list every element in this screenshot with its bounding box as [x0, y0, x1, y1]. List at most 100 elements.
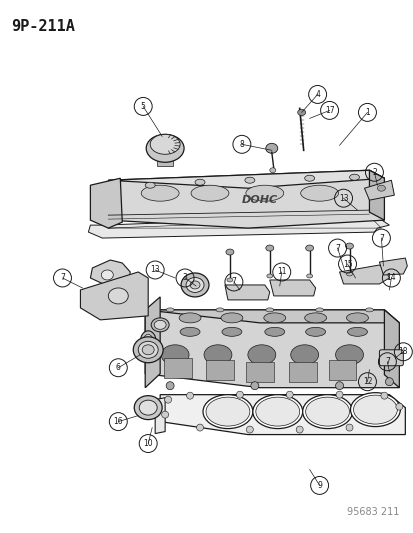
Ellipse shape — [141, 185, 179, 201]
Ellipse shape — [265, 308, 273, 312]
Text: 11: 11 — [276, 268, 286, 277]
Ellipse shape — [139, 400, 157, 415]
Ellipse shape — [195, 179, 204, 185]
Circle shape — [166, 382, 174, 390]
Text: 18: 18 — [398, 348, 407, 356]
Ellipse shape — [225, 249, 233, 255]
Ellipse shape — [306, 274, 312, 278]
Ellipse shape — [264, 327, 284, 336]
Text: 1: 1 — [364, 108, 369, 117]
Ellipse shape — [315, 308, 323, 312]
Ellipse shape — [305, 245, 313, 251]
Polygon shape — [90, 178, 122, 228]
Ellipse shape — [365, 308, 373, 312]
Ellipse shape — [179, 313, 201, 323]
Ellipse shape — [142, 345, 154, 355]
Ellipse shape — [263, 313, 285, 323]
Text: 10: 10 — [143, 439, 153, 448]
Circle shape — [385, 378, 392, 386]
Text: 13: 13 — [150, 265, 159, 274]
Ellipse shape — [349, 174, 358, 180]
Ellipse shape — [252, 394, 302, 429]
Text: 14: 14 — [386, 273, 395, 282]
Ellipse shape — [353, 395, 396, 424]
Polygon shape — [145, 310, 399, 387]
Text: DOHC: DOHC — [241, 195, 277, 205]
Circle shape — [335, 382, 343, 390]
Text: 6: 6 — [116, 363, 121, 372]
Text: 7: 7 — [60, 273, 65, 282]
Polygon shape — [206, 360, 233, 379]
Ellipse shape — [244, 177, 254, 183]
Polygon shape — [108, 170, 384, 228]
Text: 9P-211A: 9P-211A — [11, 19, 74, 34]
Ellipse shape — [300, 185, 338, 201]
Polygon shape — [157, 156, 173, 166]
Polygon shape — [269, 280, 315, 296]
Ellipse shape — [346, 313, 368, 323]
Polygon shape — [368, 170, 384, 220]
Ellipse shape — [138, 341, 158, 358]
Ellipse shape — [180, 273, 209, 297]
Ellipse shape — [265, 143, 277, 154]
Ellipse shape — [145, 182, 155, 188]
Ellipse shape — [190, 185, 228, 201]
Polygon shape — [108, 170, 384, 188]
Ellipse shape — [221, 313, 242, 323]
Ellipse shape — [305, 397, 349, 426]
Ellipse shape — [154, 320, 166, 329]
Ellipse shape — [202, 394, 252, 429]
Text: 95683 211: 95683 211 — [346, 507, 399, 518]
Ellipse shape — [255, 397, 299, 426]
Ellipse shape — [297, 109, 305, 116]
Polygon shape — [224, 285, 269, 300]
Polygon shape — [145, 310, 399, 323]
Polygon shape — [363, 180, 394, 200]
Ellipse shape — [245, 185, 283, 201]
Circle shape — [250, 382, 258, 390]
Text: 7: 7 — [378, 233, 383, 243]
Ellipse shape — [221, 327, 241, 336]
Ellipse shape — [133, 337, 163, 363]
Text: 9: 9 — [316, 481, 321, 490]
Polygon shape — [245, 362, 273, 382]
Ellipse shape — [108, 288, 128, 304]
Text: 2: 2 — [371, 168, 376, 177]
Circle shape — [161, 411, 168, 418]
Ellipse shape — [180, 327, 199, 336]
Circle shape — [186, 392, 193, 399]
Ellipse shape — [143, 334, 153, 349]
Circle shape — [246, 426, 253, 433]
Text: 7: 7 — [334, 244, 339, 253]
Text: 8: 8 — [239, 140, 244, 149]
Polygon shape — [160, 394, 404, 434]
Polygon shape — [164, 358, 192, 378]
Circle shape — [295, 426, 302, 433]
Text: 7: 7 — [231, 278, 236, 286]
Text: 12: 12 — [362, 377, 371, 386]
Ellipse shape — [302, 394, 351, 429]
Polygon shape — [288, 362, 316, 382]
Polygon shape — [155, 398, 165, 433]
Circle shape — [335, 391, 342, 398]
Ellipse shape — [305, 327, 325, 336]
Circle shape — [395, 403, 402, 410]
Ellipse shape — [206, 397, 249, 426]
Text: 3: 3 — [182, 273, 187, 282]
Ellipse shape — [151, 318, 169, 332]
Ellipse shape — [247, 345, 275, 365]
Ellipse shape — [166, 308, 174, 312]
Ellipse shape — [226, 278, 233, 282]
Ellipse shape — [216, 308, 223, 312]
Ellipse shape — [269, 168, 275, 173]
Text: 16: 16 — [113, 417, 123, 426]
Ellipse shape — [290, 345, 318, 365]
Ellipse shape — [345, 243, 353, 249]
Ellipse shape — [350, 393, 399, 426]
Polygon shape — [80, 272, 148, 320]
Circle shape — [345, 424, 352, 431]
Polygon shape — [378, 258, 406, 275]
Polygon shape — [90, 260, 130, 288]
Text: 15: 15 — [342, 260, 351, 269]
Polygon shape — [88, 215, 389, 238]
